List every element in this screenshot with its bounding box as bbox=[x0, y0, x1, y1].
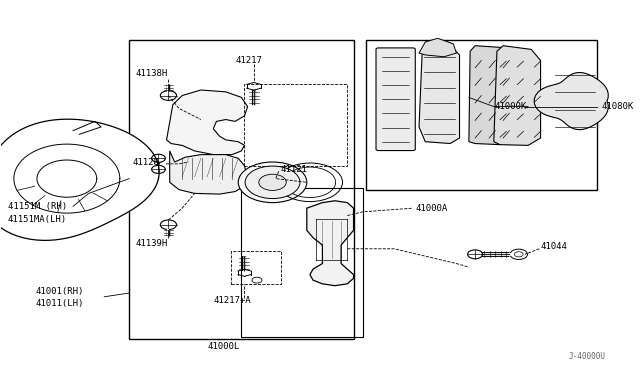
Text: 41080K: 41080K bbox=[602, 102, 634, 111]
Text: 41000L: 41000L bbox=[207, 342, 239, 351]
Ellipse shape bbox=[245, 166, 300, 199]
Text: 41138H: 41138H bbox=[136, 69, 168, 78]
Bar bbox=[366, 40, 596, 190]
Text: 41121: 41121 bbox=[280, 165, 307, 174]
Polygon shape bbox=[166, 90, 248, 155]
Polygon shape bbox=[534, 73, 608, 130]
Bar bbox=[244, 84, 348, 166]
Text: 41217+A: 41217+A bbox=[213, 296, 251, 305]
Text: 41000A: 41000A bbox=[416, 203, 448, 213]
Text: 41151M (RH): 41151M (RH) bbox=[8, 202, 67, 211]
Polygon shape bbox=[307, 201, 353, 286]
Text: 41139H: 41139H bbox=[136, 239, 168, 248]
Polygon shape bbox=[494, 46, 541, 145]
FancyBboxPatch shape bbox=[376, 48, 415, 151]
Text: 41217: 41217 bbox=[235, 56, 262, 65]
Text: 41000K: 41000K bbox=[495, 102, 527, 111]
Polygon shape bbox=[170, 151, 248, 194]
Polygon shape bbox=[469, 46, 509, 145]
Bar bbox=[129, 40, 353, 339]
Bar bbox=[241, 188, 363, 337]
Text: 41044: 41044 bbox=[541, 243, 568, 251]
Bar bbox=[231, 251, 280, 284]
Polygon shape bbox=[419, 38, 456, 57]
Ellipse shape bbox=[259, 174, 286, 190]
Polygon shape bbox=[0, 119, 159, 240]
Text: J-40000U: J-40000U bbox=[569, 352, 606, 361]
Text: 41128: 41128 bbox=[132, 157, 159, 167]
Ellipse shape bbox=[238, 162, 307, 203]
Text: 41011(LH): 41011(LH) bbox=[36, 299, 84, 308]
Polygon shape bbox=[37, 160, 97, 197]
Text: 41151MA(LH): 41151MA(LH) bbox=[8, 215, 67, 224]
Text: 41001(RH): 41001(RH) bbox=[36, 287, 84, 296]
Polygon shape bbox=[419, 44, 460, 144]
